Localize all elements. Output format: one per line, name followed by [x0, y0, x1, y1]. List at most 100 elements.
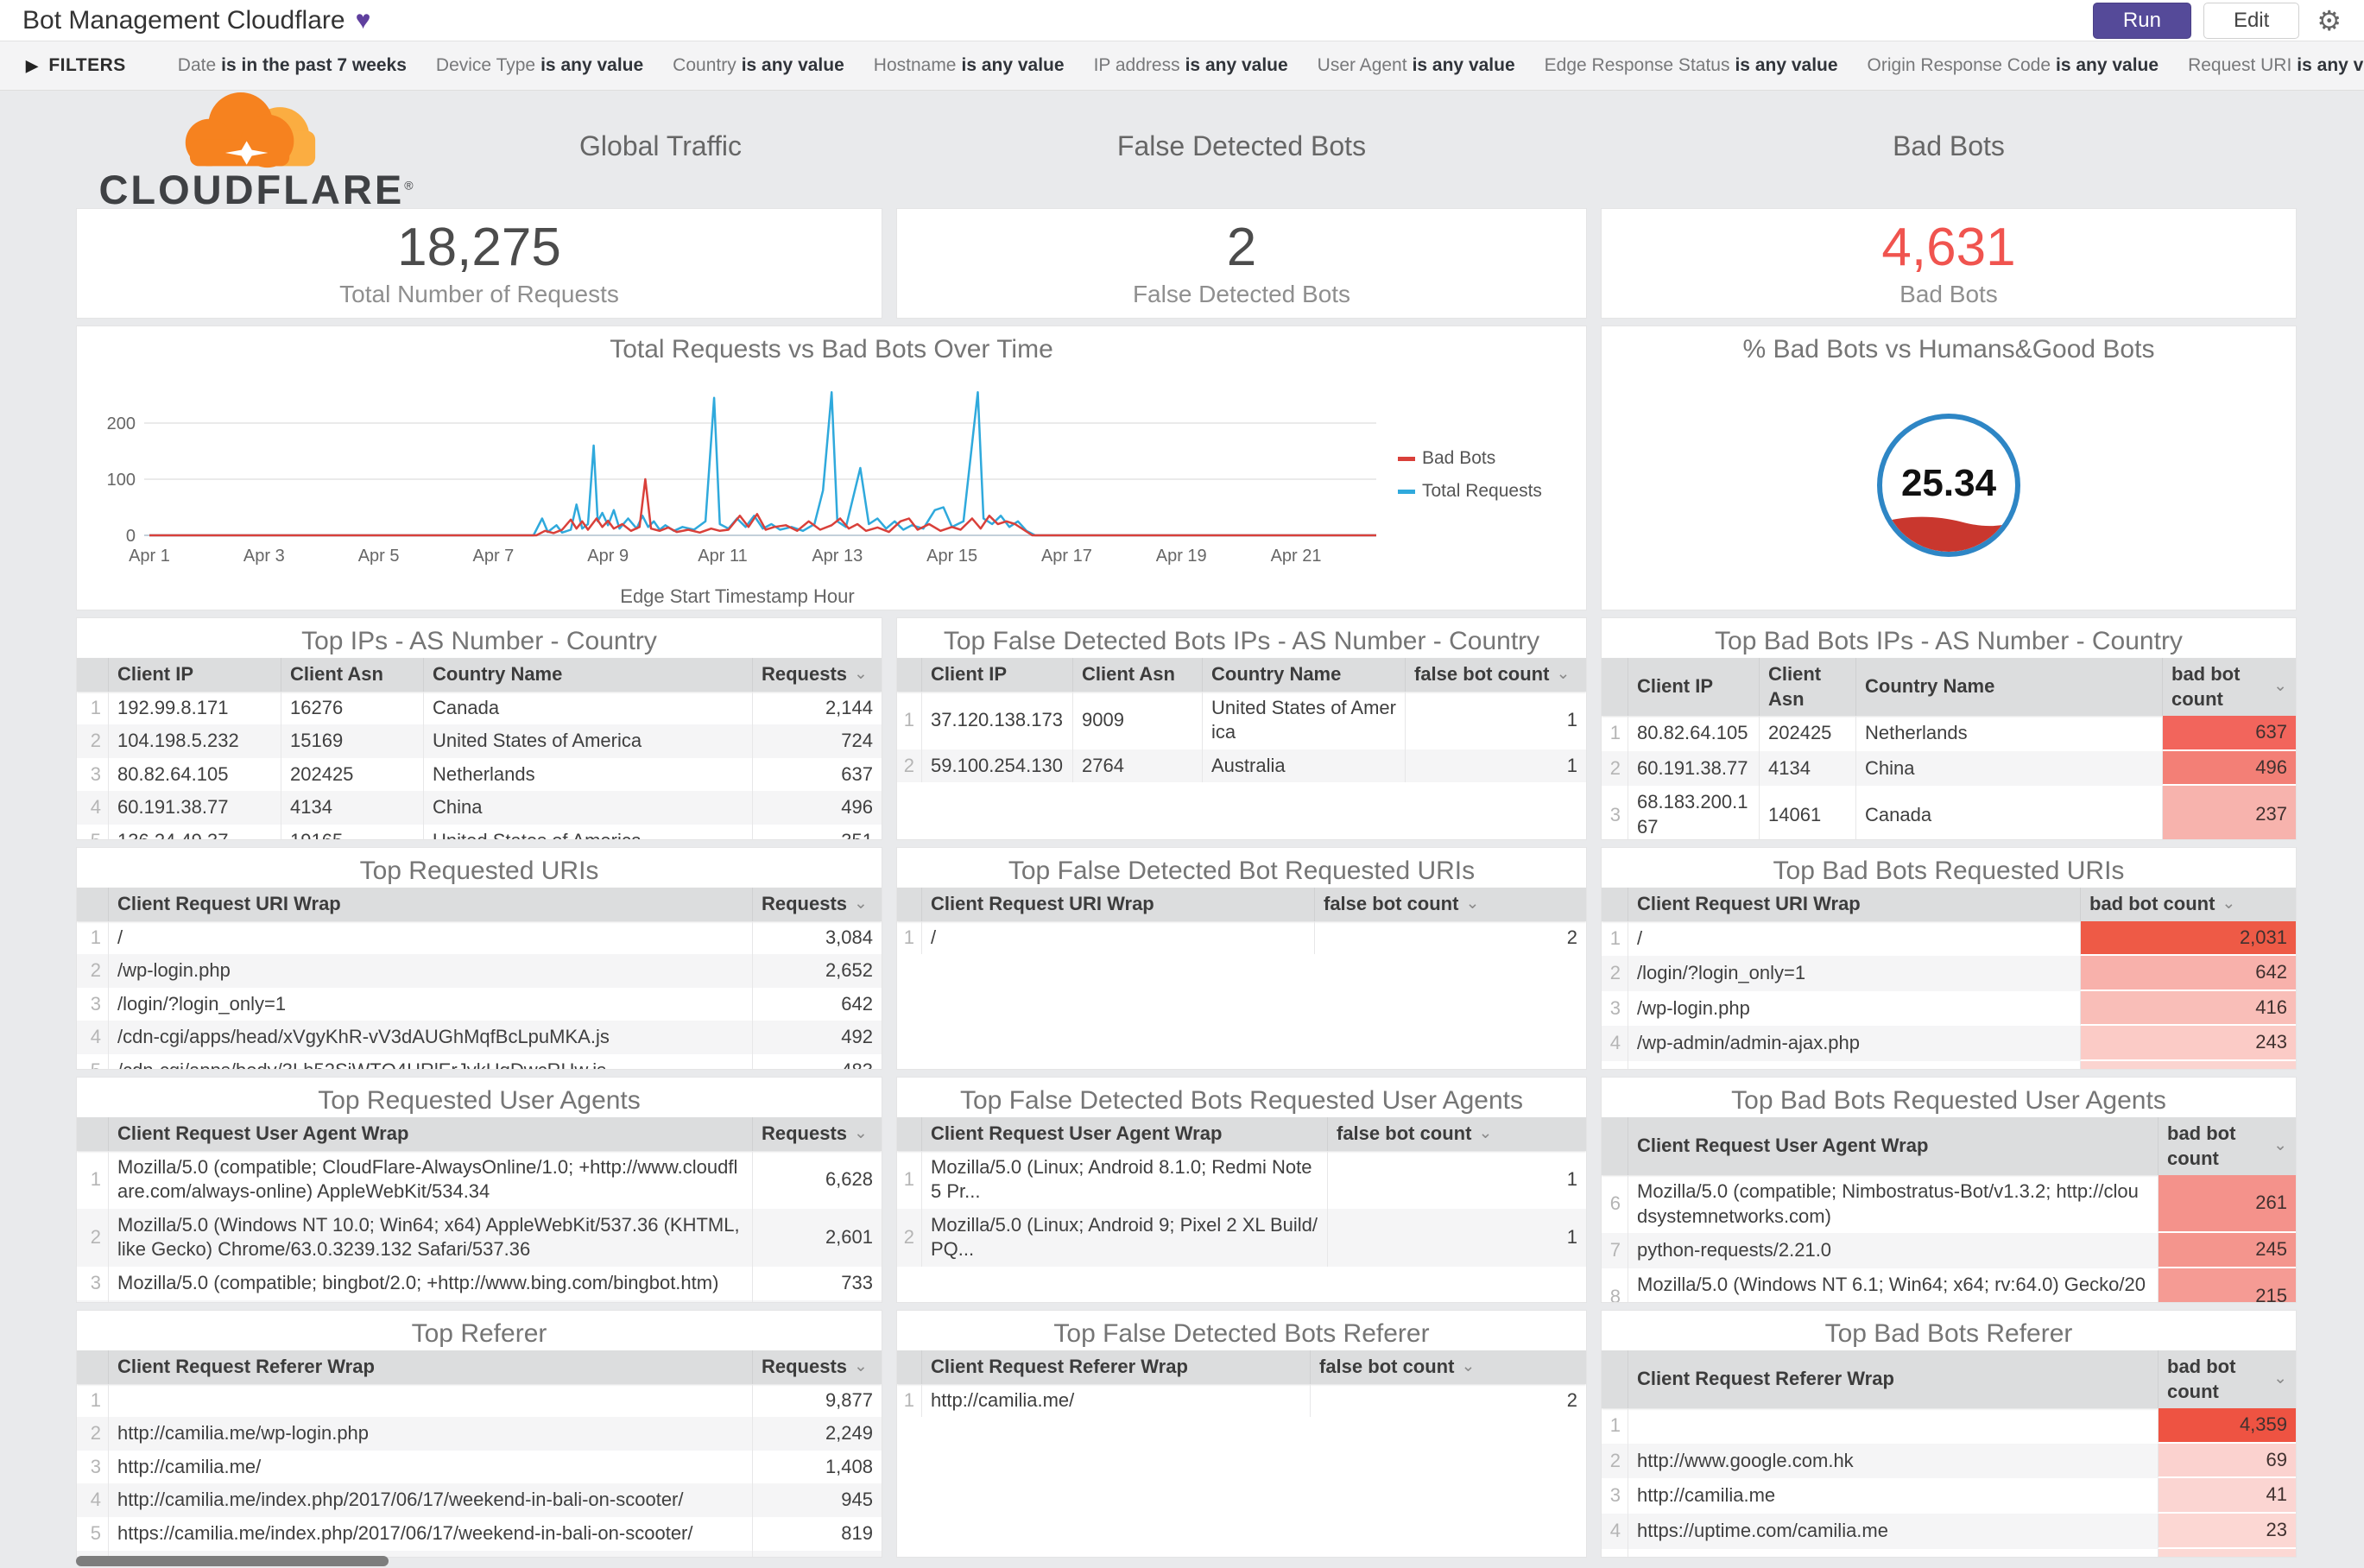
table-cell[interactable]: 69 [2158, 1443, 2296, 1479]
table-cell[interactable]: Netherlands [423, 757, 752, 792]
table-cell[interactable]: 496 [752, 791, 882, 825]
table-cell[interactable]: United States of America [423, 824, 752, 839]
table-cell[interactable]: 724 [752, 724, 882, 758]
table-cell[interactable]: 681 [752, 1299, 882, 1302]
table-cell[interactable]: http://www.google.com.hk [1628, 1443, 2158, 1479]
column-header[interactable]: bad bot count ⌄ [2158, 1117, 2296, 1176]
column-header[interactable]: Client Request Referer Wrap [921, 1350, 1310, 1384]
table-cell[interactable] [1628, 1408, 2158, 1444]
table-cell[interactable]: 458 [752, 1550, 882, 1557]
table-cell[interactable]: China [423, 791, 752, 825]
table-cell[interactable]: /login/?login_only=1 [1628, 956, 2080, 991]
settings-gear-icon[interactable]: ⚙ [2317, 4, 2342, 36]
table-cell[interactable]: http://camilia.me/wp-login.php [108, 1417, 752, 1451]
column-header[interactable]: false bot count ⌄ [1310, 1350, 1586, 1384]
table-cell[interactable]: 2764 [1072, 749, 1202, 783]
table-cell[interactable]: 351 [752, 824, 882, 839]
table-cell[interactable]: /cdn-cgi/apps/head/xVgyKhR-vV3dAUGhMqfBc… [108, 1021, 752, 1054]
column-header[interactable]: false bot count ⌄ [1314, 888, 1586, 921]
filter-item[interactable]: User Agent is any value [1317, 55, 1515, 75]
column-header[interactable]: Client IP [108, 658, 281, 692]
table-cell[interactable]: Mozilla/5.0 (Linux; Android 8.1.0; Redmi… [921, 1150, 1327, 1209]
table-cell[interactable]: http://camilia.me [1628, 1478, 2158, 1514]
table-cell[interactable]: 4134 [281, 791, 423, 825]
table-cell[interactable]: http://camilia.me/ [108, 1450, 752, 1484]
table-cell[interactable]: Australia [1202, 749, 1405, 783]
table-cell[interactable]: 496 [2162, 750, 2296, 787]
table-cell[interactable]: 261 [2158, 1175, 2296, 1234]
column-header[interactable]: bad bot count ⌄ [2162, 658, 2296, 717]
table-cell[interactable]: 2 [1314, 920, 1586, 955]
table-cell[interactable]: 237 [2162, 786, 2296, 839]
table-cell[interactable]: 243 [2080, 1026, 2296, 1061]
table-cell[interactable]: 60.191.38.77 [108, 791, 281, 825]
table-cell[interactable]: United States of America [1202, 691, 1405, 749]
horizontal-scrollbar[interactable] [76, 1556, 389, 1566]
table-cell[interactable]: Mozilla/5.0 (compatible; Nimbostratus-Bo… [1628, 1175, 2158, 1234]
column-header[interactable]: Client Request Referer Wrap [1628, 1350, 2158, 1409]
filter-item[interactable]: Hostname is any value [873, 55, 1065, 75]
table-cell[interactable]: 15169 [281, 724, 423, 758]
table-cell[interactable]: 2,601 [752, 1208, 882, 1267]
table-cell[interactable]: 4134 [1759, 750, 1855, 787]
table-cell[interactable]: 245 [2158, 1233, 2296, 1268]
table-cell[interactable]: 416 [2080, 990, 2296, 1027]
column-header[interactable]: Client Request User Agent Wrap [921, 1117, 1327, 1151]
table-cell[interactable]: /login/?login_only=1 [108, 987, 752, 1021]
table-cell[interactable]: 819 [752, 1516, 882, 1551]
table-cell[interactable]: 492 [752, 1021, 882, 1054]
column-header[interactable]: bad bot count ⌄ [2158, 1350, 2296, 1409]
column-header[interactable]: Requests ⌄ [752, 658, 882, 692]
table-cell[interactable]: 2,144 [752, 691, 882, 725]
table-cell[interactable]: 80.82.64.105 [1628, 716, 1759, 751]
table-cell[interactable]: /wp-admin/admin-ajax.php [1628, 1026, 2080, 1061]
column-header[interactable]: Client Request URI Wrap [1628, 888, 2080, 921]
table-cell[interactable]: 80.82.64.105 [108, 757, 281, 792]
column-header[interactable]: Country Name [423, 658, 752, 692]
edit-button[interactable]: Edit [2203, 2, 2300, 39]
column-header[interactable]: Client Request Referer Wrap [108, 1350, 752, 1384]
table-cell[interactable]: 1,408 [752, 1450, 882, 1484]
table-cell[interactable]: 104.198.5.232 [108, 724, 281, 758]
table-cell[interactable]: https://camilia.me/index.php/2017/06/17/… [108, 1516, 752, 1551]
filter-item[interactable]: Edge Response Status is any value [1544, 55, 1838, 75]
filters-toggle[interactable]: ▶ FILTERS [26, 55, 126, 75]
table-cell[interactable]: 68.183.200.167 [1628, 786, 1759, 839]
table-cell[interactable]: 136.24.49.37 [108, 824, 281, 839]
table-cell[interactable]: / [921, 920, 1314, 955]
table-cell[interactable]: 3,084 [752, 920, 882, 955]
table-cell[interactable]: China [1855, 750, 2162, 787]
table-cell[interactable]: http://camilia.me/ [921, 1383, 1310, 1418]
filter-item[interactable]: Country is any value [673, 55, 844, 75]
table-cell[interactable]: 202425 [281, 757, 423, 792]
table-cell[interactable]: 192.99.8.171 [108, 691, 281, 725]
column-header[interactable]: Client Request URI Wrap [921, 888, 1314, 921]
table-cell[interactable]: 733 [752, 1266, 882, 1300]
table-cell[interactable]: / [108, 920, 752, 955]
table-cell[interactable]: 642 [752, 987, 882, 1021]
column-header[interactable]: Requests ⌄ [752, 1117, 882, 1151]
table-cell[interactable]: 9009 [1072, 691, 1202, 749]
column-header[interactable]: false bot count ⌄ [1327, 1117, 1586, 1151]
table-cell[interactable]: 16276 [281, 691, 423, 725]
table-cell[interactable]: 19165 [281, 824, 423, 839]
table-cell[interactable]: 215 [2158, 1268, 2296, 1302]
table-cell[interactable]: 642 [2080, 956, 2296, 991]
table-cell[interactable]: 1 [1405, 749, 1586, 783]
table-cell[interactable]: / [1628, 920, 2080, 957]
table-cell[interactable]: http://camilia.me/wp-login.php [1628, 1548, 2158, 1557]
table-cell[interactable]: 59.100.254.130 [921, 749, 1072, 783]
table-cell[interactable]: Mozilla/5.0 (compatible; CloudFlare-Alwa… [108, 1150, 752, 1209]
column-header[interactable]: Requests ⌄ [752, 888, 882, 921]
table-cell[interactable]: 9,877 [752, 1383, 882, 1418]
table-cell[interactable]: 14061 [1759, 786, 1855, 839]
column-header[interactable]: Country Name [1202, 658, 1405, 692]
table-cell[interactable]: 2,249 [752, 1417, 882, 1451]
legend-item[interactable]: Bad Bots [1398, 448, 1555, 469]
table-cell[interactable]: https://uptime.com/camilia.me [1628, 1513, 2158, 1549]
column-header[interactable]: Client Asn [1072, 658, 1202, 692]
table-cell[interactable]: http://camilia.me/index.php/2017/06/17/w… [108, 1483, 752, 1517]
filter-item[interactable]: Device Type is any value [435, 55, 644, 75]
table-cell[interactable]: 1 [1405, 691, 1586, 749]
